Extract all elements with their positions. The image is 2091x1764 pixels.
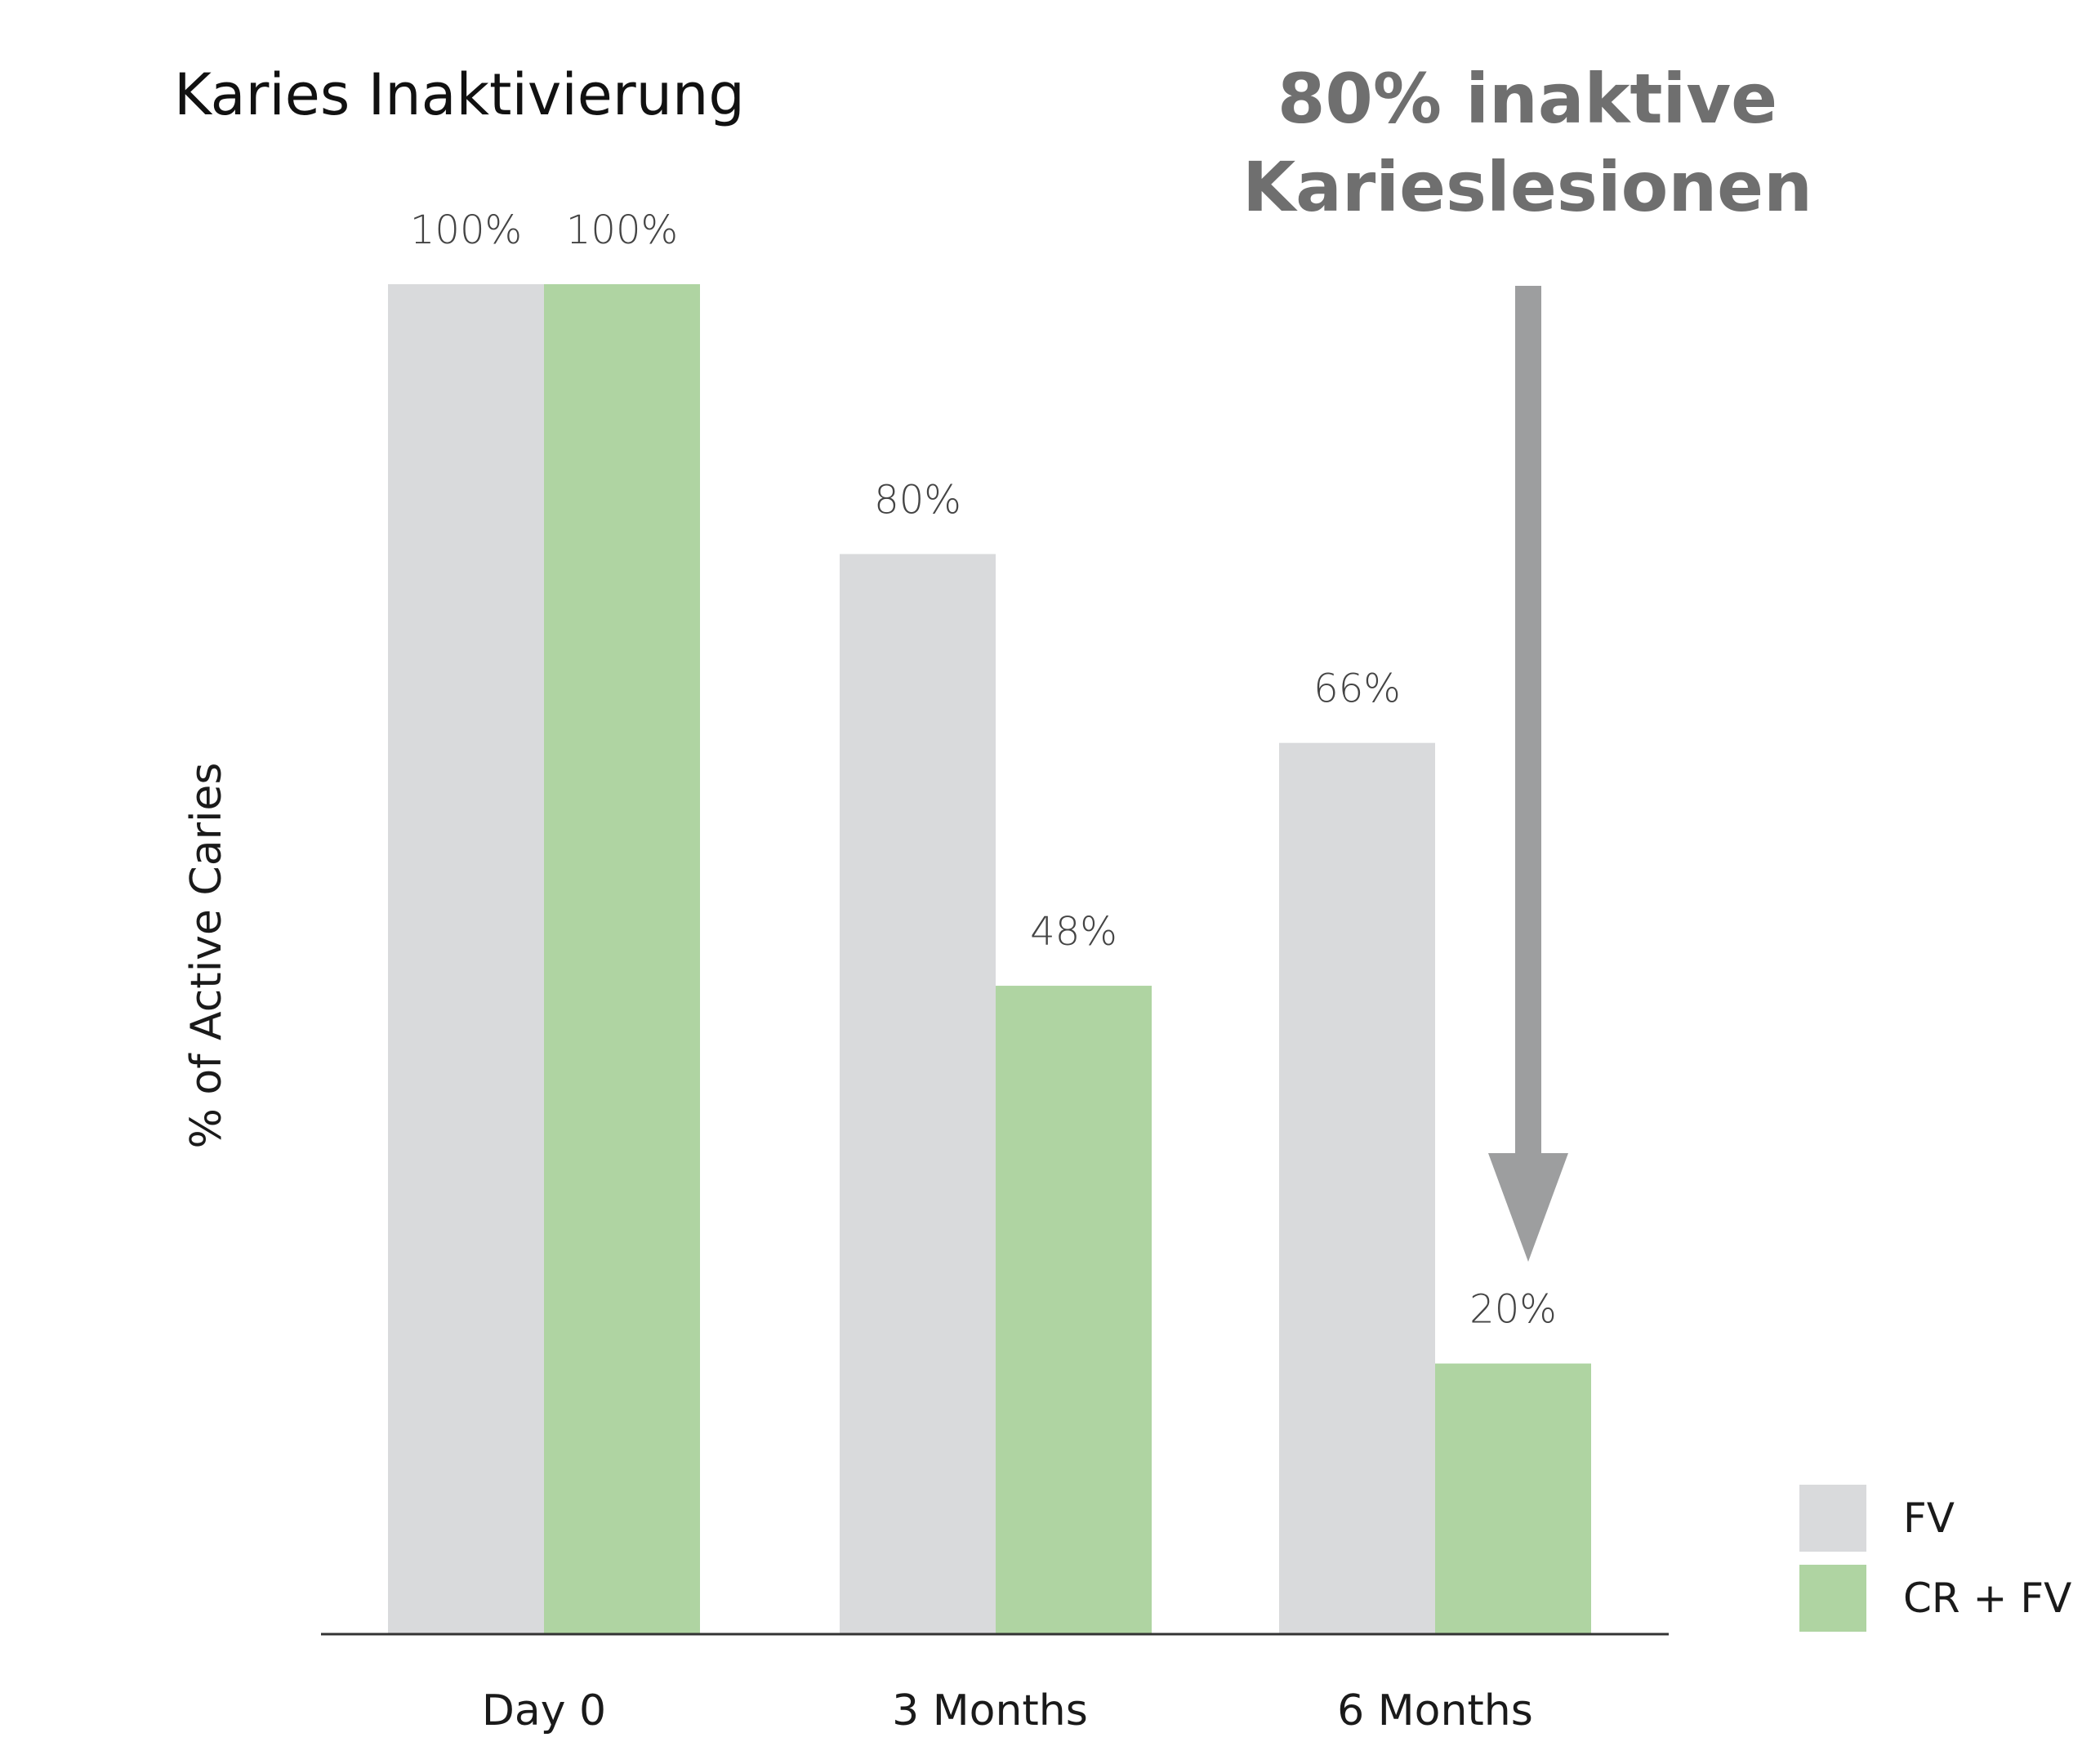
- x-tick-label-1: 3 Months: [892, 1686, 1088, 1735]
- chart-title: Karies Inaktivierung: [174, 61, 745, 128]
- y-axis-title: % of Active Caries: [182, 762, 231, 1148]
- annotation-line-2: Karieslesionen: [1242, 147, 1812, 227]
- x-tick-label-0: Day 0: [482, 1686, 606, 1735]
- bar-cr-fv-2: [1435, 1363, 1591, 1633]
- x-tick-labels-layer: Day 0 3 Months 6 Months: [482, 1686, 1533, 1735]
- legend-swatch-cr-fv: [1799, 1565, 1866, 1632]
- data-label-fv-2: 66%: [1313, 666, 1401, 712]
- data-labels-layer: 100% 100% 80% 48% 66% 20%: [410, 207, 1557, 1333]
- bars-layer: [388, 284, 1591, 1634]
- annotation-arrow: [1488, 286, 1568, 1262]
- data-label-cr-fv-0: 100%: [566, 207, 678, 253]
- legend-label-fv: FV: [1903, 1494, 1955, 1542]
- x-tick-label-2: 6 Months: [1337, 1686, 1533, 1735]
- bar-fv-1: [840, 554, 996, 1633]
- arrow-head: [1488, 1153, 1568, 1262]
- legend-swatch-fv: [1799, 1485, 1866, 1552]
- bar-fv-0: [388, 284, 544, 1633]
- legend: FV CR + FV: [1799, 1485, 2071, 1632]
- data-label-cr-fv-1: 48%: [1030, 909, 1117, 955]
- legend-label-cr-fv: CR + FV: [1903, 1575, 2071, 1622]
- arrow-shaft: [1515, 286, 1541, 1156]
- data-label-cr-fv-2: 20%: [1469, 1287, 1557, 1333]
- bar-cr-fv-0: [544, 284, 700, 1633]
- bar-fv-2: [1279, 742, 1435, 1634]
- data-label-fv-1: 80%: [874, 477, 961, 523]
- annotation-line-1: 80% inaktive: [1277, 59, 1777, 139]
- data-label-fv-0: 100%: [410, 207, 522, 253]
- bar-cr-fv-1: [996, 986, 1152, 1633]
